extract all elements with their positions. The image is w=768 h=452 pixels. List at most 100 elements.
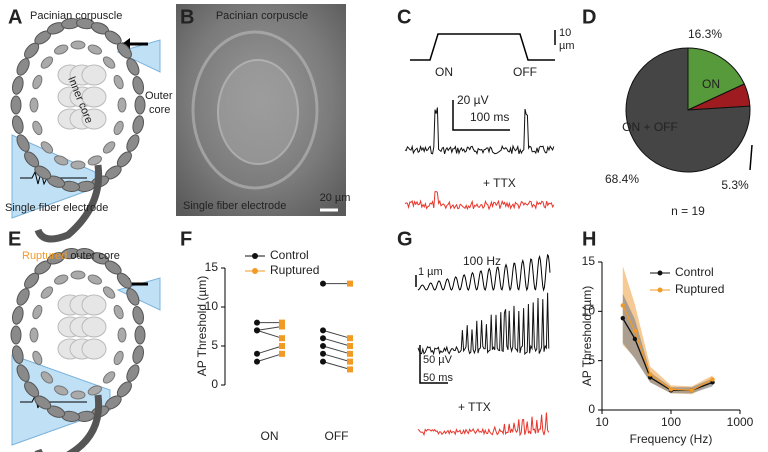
lamella (54, 155, 69, 166)
lamella (32, 350, 43, 366)
pie-slice (687, 47, 745, 111)
lamella (32, 120, 43, 136)
point (254, 327, 260, 334)
lamella (132, 345, 145, 364)
point (254, 358, 260, 365)
title: Ruptured outer core (22, 250, 120, 262)
panel-label: E (8, 228, 21, 250)
lamella (24, 381, 40, 398)
lamella (87, 385, 102, 396)
panel-label: D (582, 6, 596, 28)
lamella (113, 304, 124, 320)
pair-line (322, 337, 351, 347)
point (279, 323, 285, 330)
label: µm (559, 40, 575, 52)
lamella (11, 306, 24, 325)
axon (34, 164, 103, 243)
point (632, 328, 638, 334)
pair-line (322, 329, 351, 339)
point (320, 358, 326, 365)
point (320, 343, 326, 349)
label: core (149, 104, 170, 116)
label: 20 µm (320, 192, 351, 204)
point (254, 319, 260, 326)
lamella (102, 56, 116, 69)
lamella (116, 272, 132, 289)
lamella (16, 58, 30, 76)
lamella (117, 327, 127, 343)
point (668, 387, 674, 392)
y-tick-label: 0 (211, 377, 218, 391)
note: n = 19 (671, 204, 705, 218)
x-tick-label: 100 (661, 415, 681, 429)
lamella (102, 141, 116, 154)
trace (417, 292, 550, 356)
y-axis-label: AP Threshold (µm) (195, 276, 209, 377)
label: + TTX (483, 176, 516, 190)
inner-core (81, 294, 107, 316)
label: ON (435, 65, 453, 79)
slice-label: ON (702, 77, 720, 91)
lamella (40, 371, 54, 384)
lamella (126, 134, 140, 152)
point (320, 335, 326, 342)
lamella (87, 44, 102, 55)
pair-line (322, 353, 351, 363)
lamella (54, 274, 69, 285)
lamella (11, 345, 24, 364)
point (347, 335, 353, 342)
point (689, 388, 694, 393)
corpuscle-outline (191, 30, 319, 190)
label: Pacinian corpuscle (30, 10, 122, 22)
lamella (40, 56, 54, 69)
point (320, 350, 326, 357)
lamella (126, 288, 140, 306)
inner-core (81, 86, 107, 108)
lamella (113, 120, 124, 136)
x-tick-label: ON (261, 429, 279, 443)
panel-label: G (397, 228, 413, 250)
label: Single fiber electrode (5, 202, 108, 214)
point (710, 377, 715, 382)
emphasis: Ruptured (22, 250, 67, 262)
inner-core (81, 338, 107, 360)
corpuscle-core (217, 59, 299, 165)
lamella (116, 42, 132, 59)
x-tick-label: 1000 (727, 415, 754, 429)
panel-label: C (397, 6, 411, 28)
label: + TTX (458, 400, 491, 414)
legend-marker (252, 253, 258, 259)
panel-label: A (8, 6, 22, 28)
point (320, 280, 326, 287)
axon (34, 394, 103, 452)
point (347, 350, 353, 357)
legend-marker (657, 287, 663, 293)
slice-label: ON + OFF (622, 120, 678, 134)
lamella (16, 364, 30, 382)
value-label: 68.4% (605, 172, 639, 186)
point (279, 335, 285, 342)
lamella (134, 325, 146, 345)
point (648, 372, 653, 377)
label: OFF (513, 65, 537, 79)
x-tick-label: OFF (325, 429, 349, 443)
lamella (102, 286, 116, 299)
scale-bar (452, 100, 510, 131)
y-tick-label: 15 (582, 254, 596, 268)
lamella (113, 350, 124, 366)
lamella (132, 76, 145, 95)
inner-core (81, 316, 107, 338)
lamella (126, 364, 140, 382)
y-tick-label: 10 (205, 299, 219, 313)
label: 10 (559, 27, 571, 39)
pie-slice (625, 47, 751, 173)
pair-line (256, 345, 283, 355)
point (632, 336, 638, 342)
label: 50 µV (423, 354, 453, 366)
value-label: 16.3% (688, 27, 722, 41)
lamella (126, 58, 140, 76)
lamella (16, 134, 30, 152)
lamella (54, 385, 69, 396)
lamella (10, 325, 22, 345)
